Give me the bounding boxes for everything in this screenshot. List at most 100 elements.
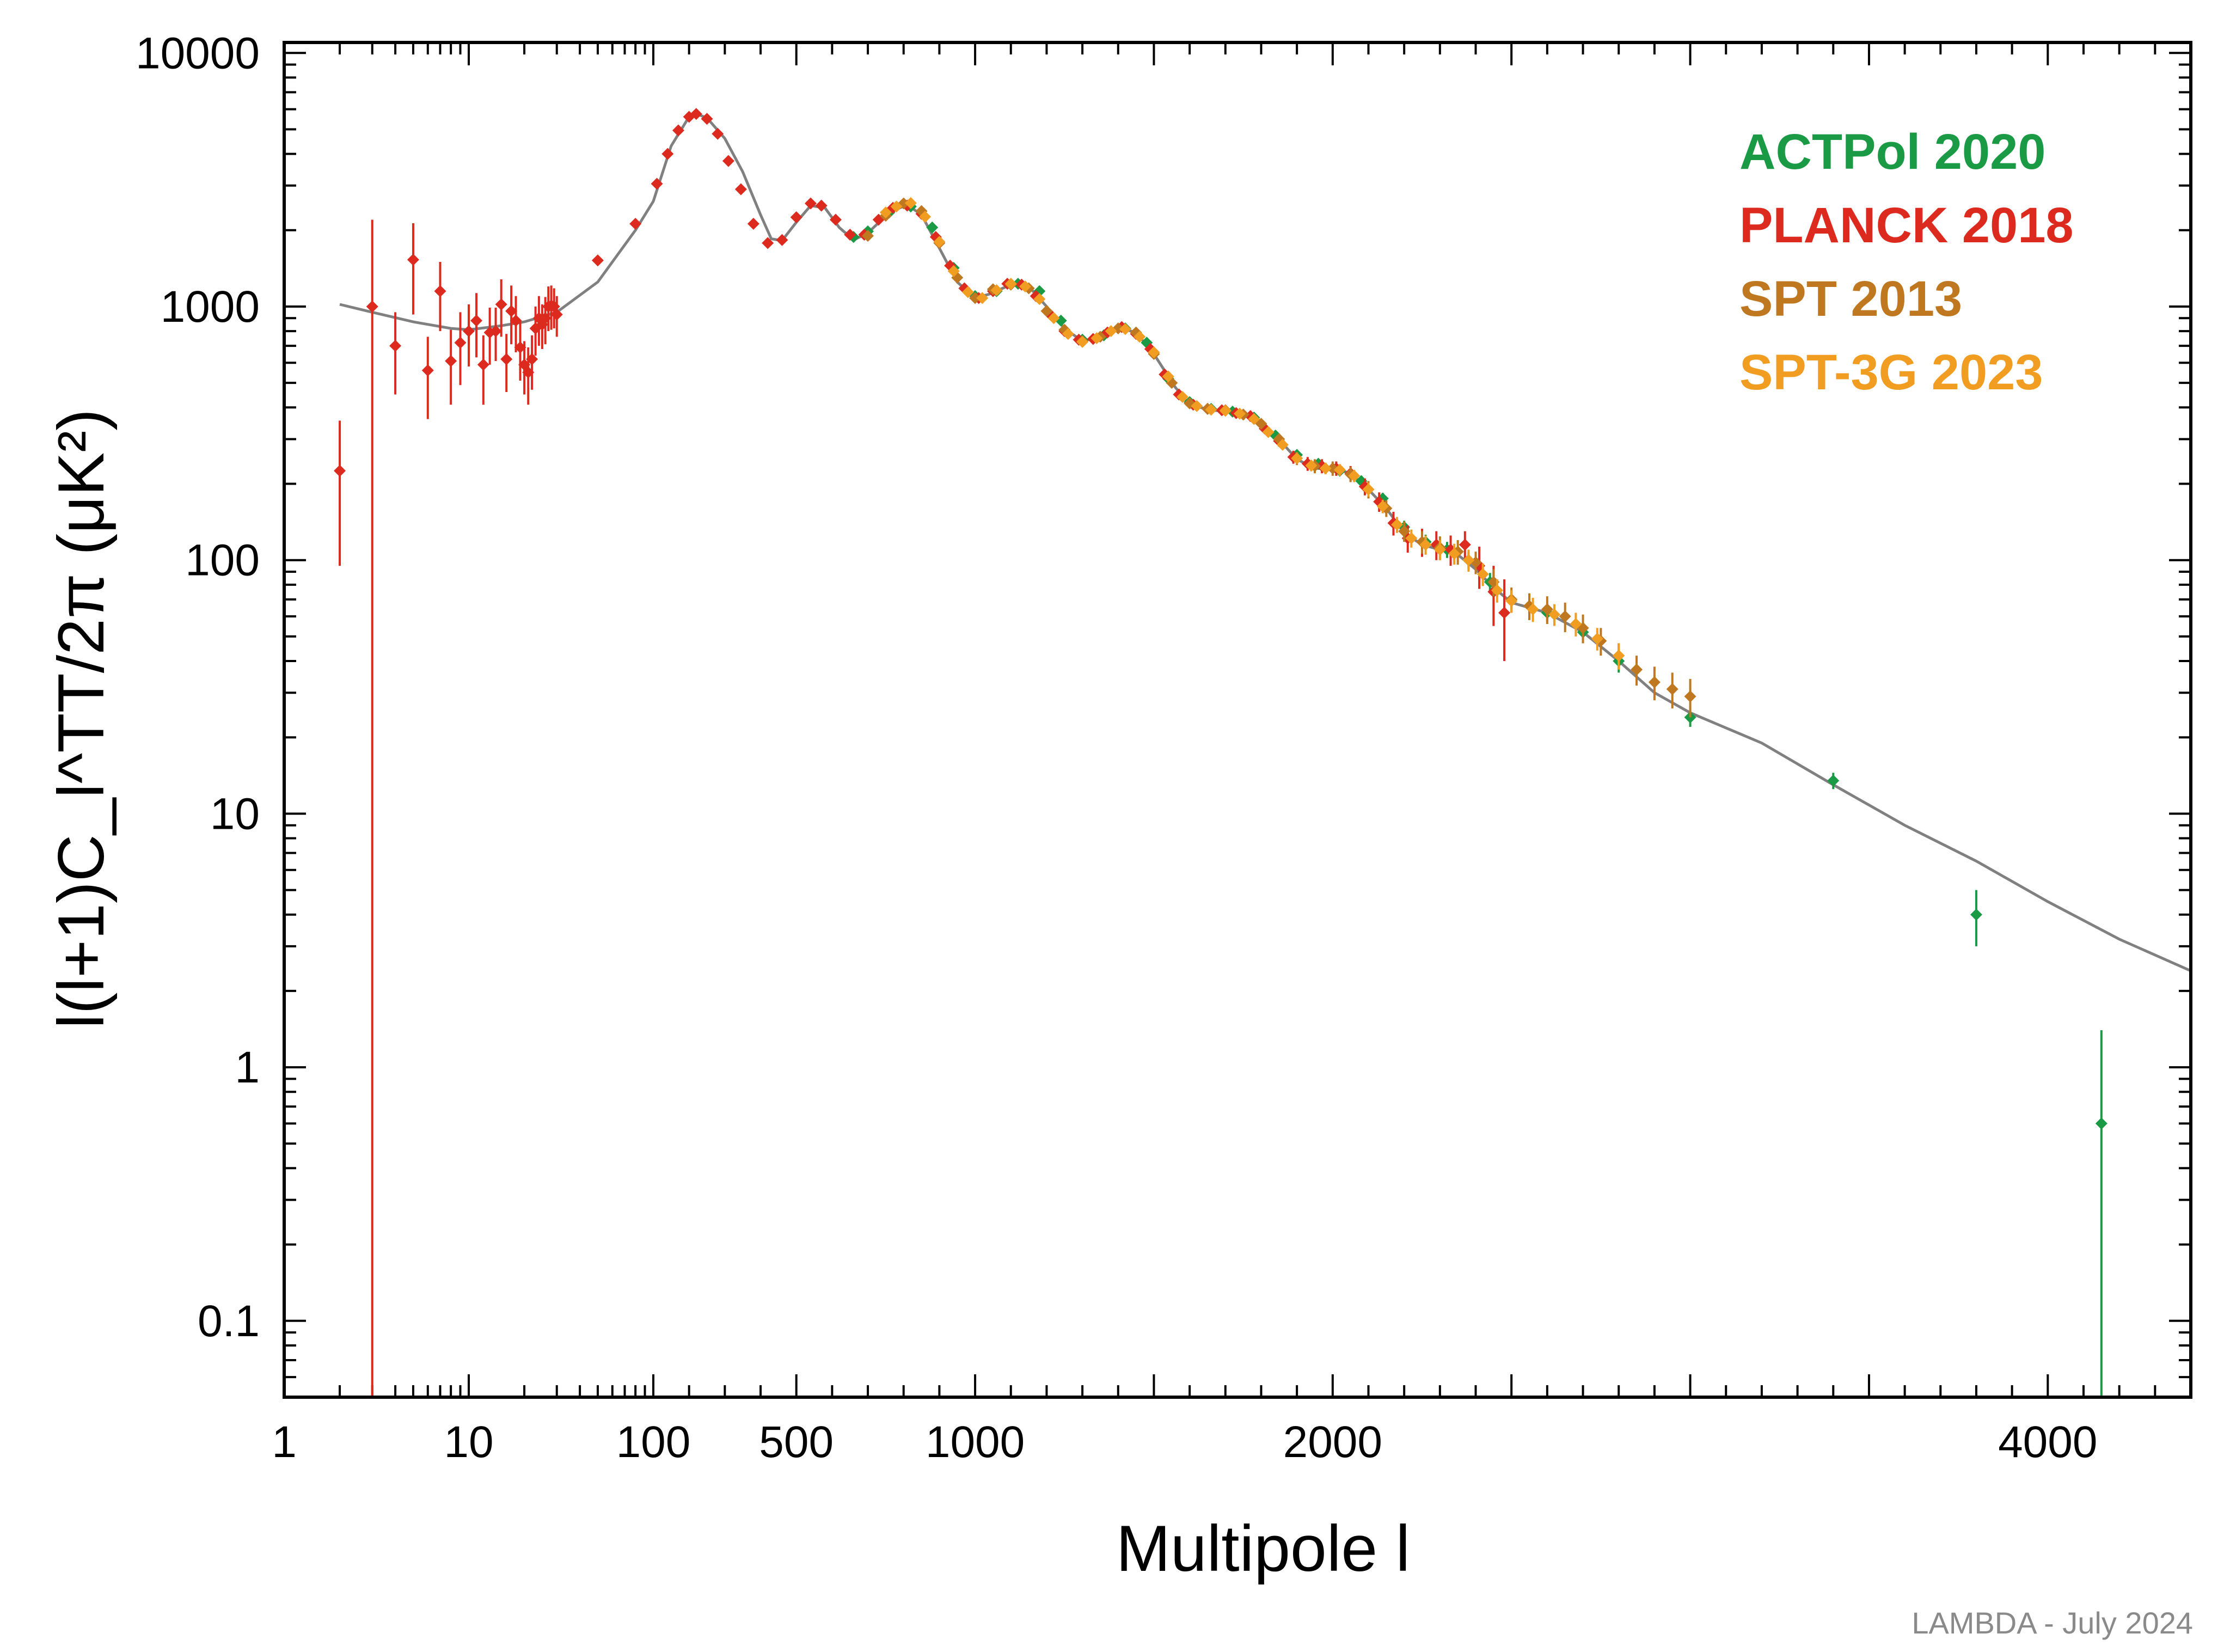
series-planck-2018 bbox=[334, 108, 1511, 1397]
data-point bbox=[445, 354, 457, 367]
data-point bbox=[776, 234, 788, 246]
data-point bbox=[690, 108, 702, 120]
data-point bbox=[1419, 539, 1432, 551]
data-point bbox=[1205, 403, 1217, 416]
data-point bbox=[1505, 595, 1518, 607]
data-point bbox=[1047, 312, 1060, 325]
data-point bbox=[661, 148, 674, 160]
data-point bbox=[1019, 280, 1032, 293]
data-point bbox=[1262, 426, 1275, 438]
data-point bbox=[1477, 568, 1489, 580]
data-point bbox=[1248, 413, 1260, 425]
data-point bbox=[1398, 525, 1411, 537]
data-point bbox=[495, 298, 507, 310]
data-point bbox=[1062, 328, 1074, 340]
data-point bbox=[815, 199, 828, 212]
series-spt-3g-2023 bbox=[879, 197, 1625, 670]
data-point bbox=[933, 236, 946, 248]
data-point bbox=[890, 200, 903, 213]
data-point bbox=[1570, 617, 1582, 630]
x-tick-label: 100 bbox=[616, 1417, 691, 1467]
data-point bbox=[454, 336, 467, 349]
data-point bbox=[629, 218, 642, 230]
data-point bbox=[1559, 610, 1571, 623]
data-point bbox=[672, 124, 684, 137]
data-point bbox=[1541, 603, 1553, 615]
data-point bbox=[1666, 683, 1678, 695]
data-point bbox=[701, 113, 713, 125]
plot-frame bbox=[283, 41, 2192, 1399]
data-point bbox=[434, 285, 446, 297]
data-point bbox=[1040, 305, 1053, 317]
data-point bbox=[804, 197, 817, 210]
data-point bbox=[1648, 676, 1661, 688]
data-point bbox=[550, 308, 563, 321]
data-point bbox=[651, 178, 663, 190]
data-point bbox=[514, 341, 526, 354]
y-axis-title: l(l+1)C_l^TT/2π (μK²) bbox=[45, 409, 118, 1029]
data-point bbox=[1498, 607, 1511, 619]
y-tick-label: 100 bbox=[185, 536, 260, 585]
data-point bbox=[1684, 690, 1696, 703]
data-point bbox=[421, 364, 434, 377]
x-tick-label: 10 bbox=[444, 1417, 493, 1467]
legend-entry: ACTPol 2020 bbox=[1739, 124, 2045, 180]
data-point bbox=[2095, 1117, 2108, 1130]
data-point bbox=[1827, 774, 1840, 787]
y-tick-label: 10 bbox=[210, 789, 260, 839]
data-point bbox=[990, 284, 1003, 296]
data-point bbox=[1148, 346, 1160, 359]
data-point bbox=[879, 206, 892, 219]
data-point bbox=[1631, 663, 1643, 676]
data-point bbox=[526, 353, 538, 365]
data-point bbox=[366, 300, 378, 313]
data-point bbox=[1970, 908, 1982, 921]
data-point bbox=[1191, 400, 1203, 412]
data-point bbox=[1162, 370, 1174, 383]
legend: ACTPol 2020 PLANCK 2018 SPT 2013 SPT-3G 202… bbox=[1739, 124, 2074, 400]
series-spt-2013 bbox=[862, 197, 1696, 718]
data-point bbox=[1033, 293, 1046, 305]
data-point bbox=[722, 155, 734, 167]
data-point bbox=[407, 253, 419, 266]
data-point bbox=[477, 358, 489, 371]
data-point bbox=[734, 183, 747, 195]
data-point bbox=[919, 211, 932, 223]
x-tick-label: 4000 bbox=[1998, 1417, 2097, 1467]
data-point bbox=[1376, 500, 1389, 512]
credit-text: LAMBDA - July 2024 bbox=[1912, 1606, 2193, 1640]
data-point bbox=[926, 221, 939, 234]
x-axis-title: Multipole l bbox=[1116, 1512, 1410, 1585]
data-point bbox=[947, 265, 960, 277]
data-point bbox=[1276, 438, 1289, 451]
data-point bbox=[1613, 650, 1625, 662]
data-point bbox=[500, 353, 513, 365]
data-point bbox=[505, 305, 518, 317]
x-tick-label: 500 bbox=[759, 1417, 834, 1467]
x-tick-label: 1 bbox=[272, 1417, 297, 1467]
data-point bbox=[1305, 460, 1318, 472]
y-tick-label: 1000 bbox=[161, 282, 260, 332]
data-point bbox=[1362, 483, 1375, 495]
data-points-layer bbox=[334, 108, 2108, 1397]
data-point bbox=[1112, 322, 1124, 335]
data-point bbox=[334, 464, 346, 477]
data-point bbox=[1491, 584, 1503, 597]
data-point bbox=[1459, 539, 1471, 551]
data-point bbox=[1348, 469, 1361, 482]
data-point bbox=[1119, 323, 1131, 335]
data-point bbox=[712, 127, 724, 140]
x-tick-label: 2000 bbox=[1283, 1417, 1382, 1467]
axis-ticks bbox=[283, 42, 2192, 1398]
data-point bbox=[1105, 325, 1117, 338]
data-point bbox=[1134, 331, 1146, 343]
data-point bbox=[1448, 547, 1461, 560]
data-point bbox=[1333, 463, 1346, 476]
data-point bbox=[1591, 632, 1603, 645]
data-point bbox=[1176, 391, 1188, 403]
data-point bbox=[591, 254, 604, 267]
data-point bbox=[829, 213, 842, 226]
data-point bbox=[510, 314, 522, 327]
data-point bbox=[1091, 332, 1103, 345]
